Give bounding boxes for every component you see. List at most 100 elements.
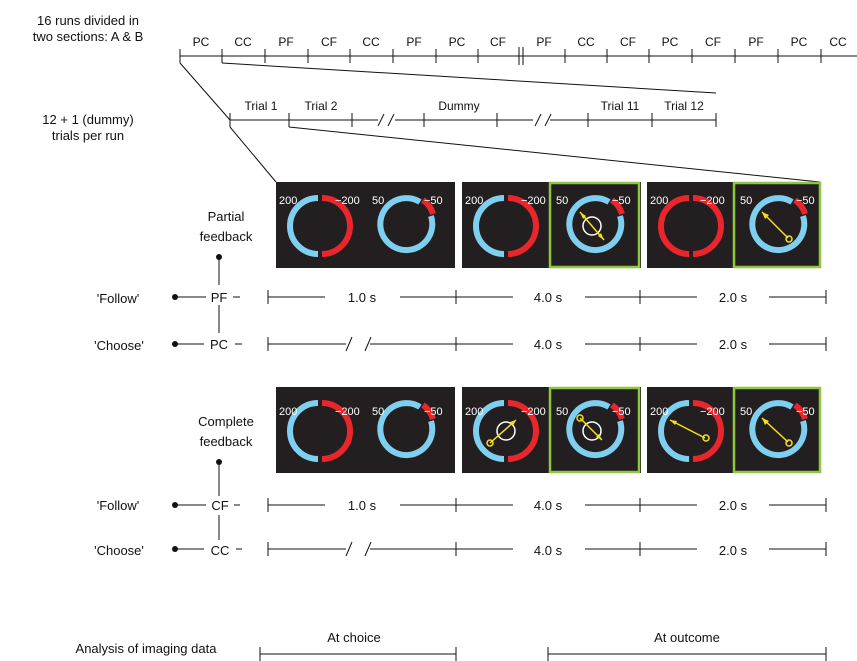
partial-title-line1: Partial (208, 209, 245, 224)
trial-12-label: Trial 12 (664, 99, 704, 113)
dial-left-value: 200 (465, 406, 483, 418)
trials-timeline (229, 113, 717, 127)
run-label: CC (577, 35, 595, 49)
partial-follow-t1: 1.0 s (348, 290, 377, 305)
dial: 200 −200 (465, 400, 546, 462)
dial-left-value: 50 (556, 406, 568, 418)
dial-left-value: 200 (279, 195, 297, 207)
complete-title-line1: Complete (198, 414, 254, 429)
dial-left-value: 50 (740, 406, 752, 418)
dial: 200 −200 (465, 195, 546, 257)
dial-left-value: 200 (465, 195, 483, 207)
dial-left-value: 50 (556, 195, 568, 207)
dial-right-value: −200 (335, 406, 360, 418)
partial-follow-label: 'Follow' (97, 291, 140, 306)
complete-choose-label: 'Choose' (94, 543, 144, 558)
dial: 50 −50 (740, 400, 815, 459)
run-label: PF (406, 35, 421, 49)
analysis-label: Analysis of imaging data (76, 641, 218, 656)
complete-follow-row: 'Follow' CF 1.0 s 4.0 s 2.0 s (97, 498, 827, 513)
dial-right-value: −50 (796, 195, 815, 207)
dial-right-value: −50 (424, 195, 443, 207)
complete-choose-t3: 2.0 s (719, 543, 748, 558)
trial-1-label: Trial 1 (245, 99, 278, 113)
dial: 50 −50 (372, 195, 443, 254)
run-label: CF (705, 35, 721, 49)
run-label: PF (748, 35, 763, 49)
dial-right-value: −200 (521, 406, 546, 418)
partial-choose-t3: 2.0 s (719, 337, 748, 352)
trial-2-label: Trial 2 (305, 99, 338, 113)
complete-choose-code: CC (211, 543, 230, 558)
runs-timeline (179, 47, 857, 65)
complete-follow-label: 'Follow' (97, 498, 140, 513)
run-label: PC (193, 35, 210, 49)
dial-left-value: 50 (372, 406, 384, 418)
dial: 50 −50 (740, 195, 815, 254)
partial-follow-code: PF (211, 290, 228, 305)
partial-connector (216, 254, 222, 333)
complete-panel-2 (462, 386, 641, 474)
trial-labels: Trial 1 Trial 2 Dummy Trial 11 Trial 12 (245, 99, 705, 113)
run-label: CC (234, 35, 252, 49)
dial-left-value: 200 (650, 195, 668, 207)
complete-follow-t2: 4.0 s (534, 498, 563, 513)
dial-right-value: −200 (335, 195, 360, 207)
runs-label-line2: two sections: A & B (33, 29, 144, 44)
partial-follow-t2: 4.0 s (534, 290, 563, 305)
partial-follow-t3: 2.0 s (719, 290, 748, 305)
trial-11-label: Trial 11 (601, 99, 640, 113)
complete-title-line2: feedback (200, 434, 253, 449)
trials-label-line1: 12 + 1 (dummy) (42, 112, 133, 127)
dial: 50 −50 (372, 400, 443, 459)
dial-right-value: −200 (700, 195, 725, 207)
trials-label-line2: trials per run (52, 128, 124, 143)
dial: 200 −200 (650, 195, 725, 257)
dummy-label: Dummy (438, 99, 479, 113)
dial: 200 −200 (650, 400, 725, 462)
run-labels: PC CC PF CF CC PF PC CF PF CC CF PC CF P… (193, 35, 847, 49)
dial: 200 −200 (279, 195, 360, 257)
dial-left-value: 50 (372, 195, 384, 207)
partial-choose-t2: 4.0 s (534, 337, 563, 352)
dial: 200 −200 (279, 400, 360, 462)
dial-right-value: −50 (612, 406, 631, 418)
dial: 50 −50 (556, 400, 631, 459)
run-label: CF (490, 35, 506, 49)
at-choice-label: At choice (327, 630, 380, 645)
complete-panel-1 (276, 387, 455, 473)
run-label: PC (449, 35, 466, 49)
dial-right-value: −50 (612, 195, 631, 207)
zoom-lines-runs (179, 62, 717, 121)
dial-left-value: 200 (279, 406, 297, 418)
analysis-row: Analysis of imaging data At choice At ou… (76, 630, 827, 661)
dial-right-value: −50 (796, 406, 815, 418)
dial-right-value: −200 (700, 406, 725, 418)
partial-choose-row: 'Choose' PC 4.0 s 2.0 s (94, 336, 827, 353)
complete-follow-t3: 2.0 s (719, 498, 748, 513)
run-label: CC (362, 35, 380, 49)
run-label: CC (829, 35, 847, 49)
at-outcome-label: At outcome (654, 630, 720, 645)
dial-right-value: −50 (424, 406, 443, 418)
zoom-lines-trials (229, 126, 821, 183)
complete-panel-3 (647, 386, 822, 474)
dial: 50 −50 (556, 195, 631, 254)
dial-left-value: 200 (650, 406, 668, 418)
complete-choose-row: 'Choose' CC 4.0 s 2.0 s (94, 541, 827, 558)
complete-follow-t1: 1.0 s (348, 498, 377, 513)
partial-panel-3 (647, 181, 822, 269)
partial-title-line2: feedback (200, 229, 253, 244)
dial-right-value: −200 (521, 195, 546, 207)
run-label: CF (620, 35, 636, 49)
runs-label-line1: 16 runs divided in (37, 13, 139, 28)
complete-connector (216, 459, 222, 540)
complete-choose-t2: 4.0 s (534, 543, 563, 558)
run-label: CF (321, 35, 337, 49)
complete-follow-code: CF (211, 498, 228, 513)
partial-follow-row: 'Follow' PF 1.0 s 4.0 s 2.0 s (97, 290, 827, 306)
run-label: PF (536, 35, 551, 49)
partial-choose-code: PC (210, 337, 228, 352)
